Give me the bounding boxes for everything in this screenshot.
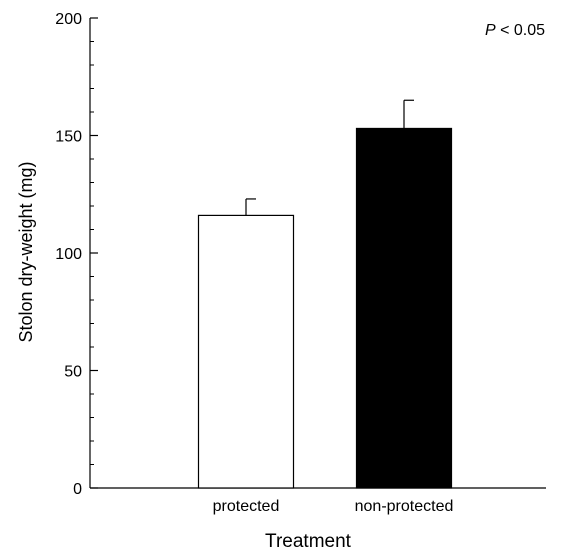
- significance-p-symbol: P: [485, 22, 496, 39]
- bar-non-protected: [355, 127, 453, 489]
- bar-protected: [197, 214, 295, 489]
- x-axis-label: Treatment: [265, 531, 352, 552]
- x-tick-label-non-protected: non-protected: [355, 498, 454, 515]
- significance-annotation: P < 0.05: [485, 22, 545, 39]
- x-tick-label-protected: protected: [213, 498, 280, 515]
- bars: [197, 99, 453, 489]
- y-tick-label: 0: [73, 481, 82, 498]
- axes: 0 50 100 150 200 protected non-protected: [55, 11, 546, 515]
- y-tick-label: 100: [55, 246, 82, 263]
- y-tick-label: 150: [55, 129, 82, 146]
- labels: Stolon dry-weight (mg) Treatment P < 0.0…: [16, 22, 545, 552]
- y-axis-label: Stolon dry-weight (mg): [16, 161, 36, 342]
- significance-value: < 0.05: [496, 22, 545, 39]
- y-tick-label: 50: [64, 364, 82, 381]
- y-tick-label: 200: [55, 11, 82, 28]
